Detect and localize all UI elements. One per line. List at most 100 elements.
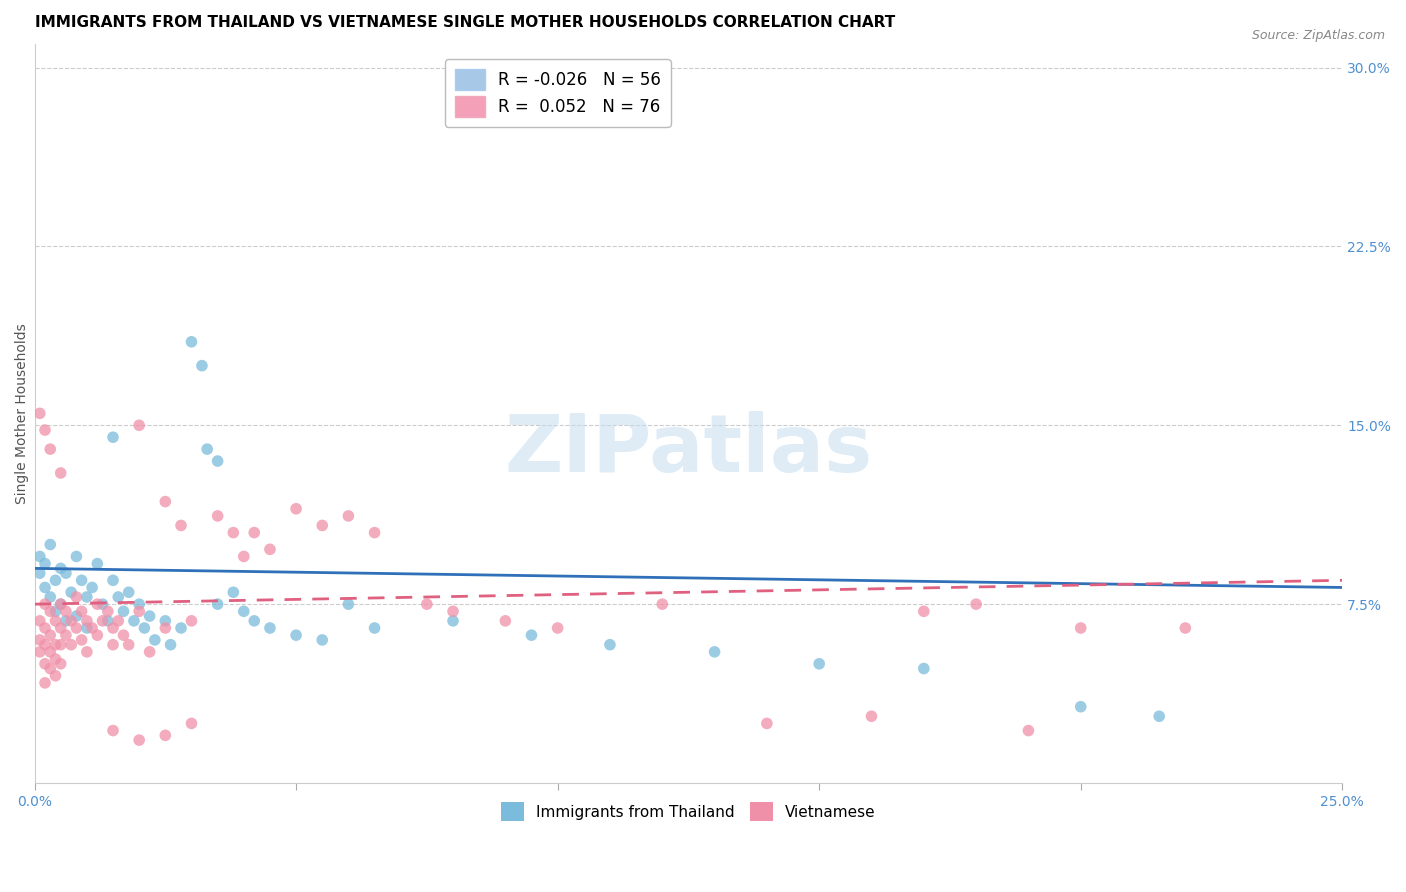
Point [259, 542, 281, 557]
Point [34, 581, 56, 595]
Point [34, 676, 56, 690]
Point [39, 590, 62, 604]
Point [155, 614, 177, 628]
Point [49, 621, 72, 635]
Point [363, 525, 385, 540]
Point [55, 566, 77, 581]
Point [44, 614, 66, 628]
Point [60, 638, 83, 652]
Point [337, 597, 360, 611]
Text: ZIPatlas: ZIPatlas [505, 411, 873, 490]
Text: IMMIGRANTS FROM THAILAND VS VIETNAMESE SINGLE MOTHER HOUSEHOLDS CORRELATION CHAR: IMMIGRANTS FROM THAILAND VS VIETNAMESE S… [35, 15, 894, 30]
Point [82, 581, 104, 595]
Point [101, 574, 124, 588]
Point [39, 645, 62, 659]
Point [49, 466, 72, 480]
Point [134, 621, 156, 635]
Point [44, 669, 66, 683]
Point [65, 549, 87, 564]
Point [70, 604, 93, 618]
Point [232, 549, 254, 564]
Point [76, 590, 98, 604]
Point [1017, 723, 1039, 738]
Point [34, 423, 56, 437]
Point [44, 604, 66, 618]
Point [207, 597, 229, 611]
Point [222, 585, 245, 599]
Point [39, 604, 62, 618]
Point [65, 590, 87, 604]
Point [39, 442, 62, 457]
Point [363, 621, 385, 635]
Point [28, 632, 51, 647]
Point [311, 632, 333, 647]
Point [76, 645, 98, 659]
Point [118, 638, 141, 652]
Point [34, 621, 56, 635]
Point [34, 638, 56, 652]
Point [170, 518, 193, 533]
Point [101, 638, 124, 652]
Point [49, 597, 72, 611]
Point [808, 657, 831, 671]
Point [82, 621, 104, 635]
Point [60, 614, 83, 628]
Point [107, 614, 129, 628]
Point [547, 621, 569, 635]
Point [39, 628, 62, 642]
Point [243, 525, 266, 540]
Point [128, 418, 150, 433]
Point [70, 574, 93, 588]
Point [243, 614, 266, 628]
Point [703, 645, 725, 659]
Point [28, 406, 51, 420]
Point [191, 359, 214, 373]
Point [65, 609, 87, 624]
Point [86, 557, 108, 571]
Point [441, 604, 464, 618]
Point [101, 621, 124, 635]
Point [651, 597, 673, 611]
Point [34, 597, 56, 611]
Point [195, 442, 218, 457]
Point [107, 590, 129, 604]
Y-axis label: Single Mother Households: Single Mother Households [15, 323, 30, 504]
Point [259, 621, 281, 635]
Text: Source: ZipAtlas.com: Source: ZipAtlas.com [1251, 29, 1385, 42]
Point [39, 537, 62, 551]
Point [337, 508, 360, 523]
Point [44, 652, 66, 666]
Point [55, 614, 77, 628]
Point [155, 621, 177, 635]
Point [86, 628, 108, 642]
Point [55, 628, 77, 642]
Point [138, 609, 160, 624]
Point [55, 604, 77, 618]
Point [416, 597, 439, 611]
Point [599, 638, 621, 652]
Point [28, 645, 51, 659]
Point [965, 597, 987, 611]
Point [180, 334, 202, 349]
Point [101, 723, 124, 738]
Legend: Immigrants from Thailand, Vietnamese: Immigrants from Thailand, Vietnamese [495, 797, 882, 827]
Point [207, 508, 229, 523]
Point [222, 525, 245, 540]
Point [180, 716, 202, 731]
Point [97, 614, 120, 628]
Point [101, 430, 124, 444]
Point [494, 614, 516, 628]
Point [34, 557, 56, 571]
Point [207, 454, 229, 468]
Point [311, 518, 333, 533]
Point [49, 657, 72, 671]
Point [28, 614, 51, 628]
Point [44, 574, 66, 588]
Point [28, 566, 51, 581]
Point [118, 585, 141, 599]
Point [170, 621, 193, 635]
Point [76, 614, 98, 628]
Point [91, 614, 114, 628]
Point [97, 604, 120, 618]
Point [28, 549, 51, 564]
